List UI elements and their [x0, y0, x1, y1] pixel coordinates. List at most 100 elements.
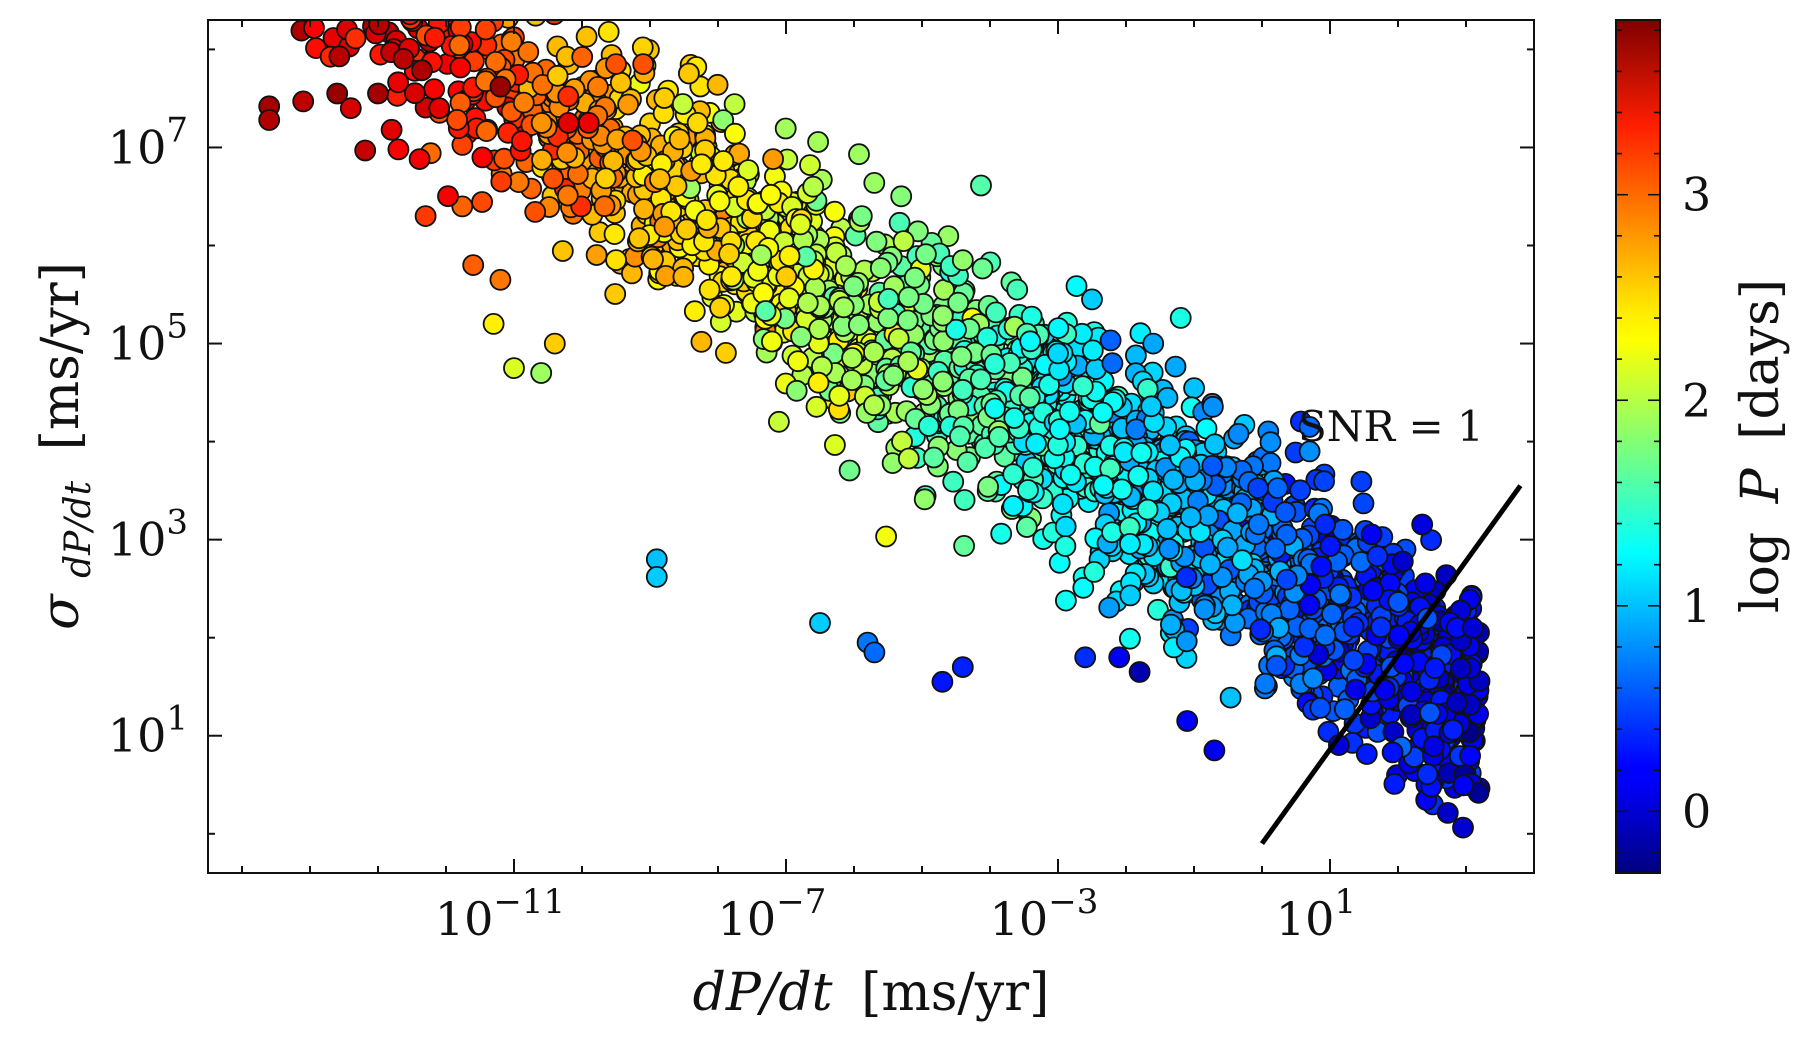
data-point: [525, 20, 546, 27]
data-point: [869, 257, 892, 280]
data-point: [917, 415, 940, 437]
plot-frame: [207, 19, 1535, 874]
data-point: [970, 368, 992, 391]
data-point: [1201, 454, 1224, 477]
y-axis-label-sub: dP/dt: [58, 480, 99, 577]
data-point: [1015, 516, 1038, 538]
data-point: [1442, 718, 1464, 741]
data-point: [542, 167, 564, 190]
data-point: [848, 143, 870, 166]
data-point: [668, 128, 691, 151]
data-point: [1203, 739, 1226, 762]
data-point: [316, 20, 324, 21]
data-point: [653, 87, 676, 109]
data-point: [882, 364, 905, 387]
data-point: [1231, 549, 1253, 572]
data-point: [970, 174, 992, 197]
data-point: [605, 249, 627, 272]
data-point: [1422, 735, 1445, 758]
data-point: [571, 46, 594, 68]
data-point: [340, 0, 360, 10]
data-point: [367, 82, 389, 105]
data-point: [1383, 773, 1406, 795]
data-point: [1002, 494, 1025, 517]
data-point: [1452, 774, 1475, 797]
data-point: [317, 0, 337, 16]
data-point: [512, 91, 535, 114]
data-point: [1175, 566, 1198, 589]
data-point: [863, 641, 886, 664]
data-point: [1127, 465, 1150, 487]
data-point: [1227, 422, 1250, 445]
data-point: [449, 56, 472, 79]
data-point: [903, 266, 926, 289]
data-point: [708, 190, 731, 213]
data-point: [1366, 545, 1389, 568]
data-point: [377, 0, 397, 15]
data-point: [428, 97, 451, 120]
data-point: [796, 292, 819, 314]
data-point: [1342, 649, 1365, 672]
data-point: [1179, 506, 1202, 529]
data-point: [1313, 470, 1335, 493]
data-point: [1081, 288, 1103, 311]
data-point: [892, 230, 915, 253]
y-tick-label: 103: [108, 503, 188, 567]
data-point: [1202, 395, 1224, 418]
data-point: [863, 171, 886, 194]
data-point: [1445, 691, 1468, 714]
data-point: [678, 62, 700, 85]
data-point: [1072, 576, 1095, 599]
data-point: [1081, 339, 1104, 362]
data-point: [1006, 278, 1029, 301]
data-point: [841, 347, 863, 369]
data-point: [290, 0, 310, 19]
data-point: [1333, 698, 1356, 721]
data-point: [1130, 442, 1153, 464]
data-point: [951, 378, 974, 401]
data-point: [593, 195, 616, 218]
data-point: [1193, 598, 1216, 621]
data-point: [1175, 630, 1198, 653]
data-point: [412, 0, 432, 7]
data-point: [723, 93, 746, 115]
data-point: [983, 352, 1006, 375]
data-point: [557, 85, 580, 108]
data-point: [690, 330, 713, 353]
data-point: [737, 159, 760, 182]
data-point: [807, 131, 829, 153]
snr-reference-line: [1259, 484, 1523, 846]
data-point: [326, 82, 349, 105]
data-point: [1119, 533, 1141, 555]
data-point: [1352, 492, 1375, 515]
data-point: [1298, 415, 1321, 438]
data-point: [628, 227, 650, 250]
data-point: [1147, 598, 1169, 621]
data-point: [546, 64, 569, 87]
data-point: [789, 213, 812, 236]
data-point: [1314, 513, 1336, 536]
y-axis-label-sigma: σ: [31, 593, 91, 630]
data-point: [750, 244, 773, 267]
data-point: [402, 0, 422, 14]
data-point: [605, 53, 627, 75]
data-point: [1101, 521, 1123, 544]
data-point: [759, 183, 782, 206]
data-point: [1128, 661, 1151, 683]
data-point: [1110, 478, 1133, 501]
data-point: [414, 205, 437, 228]
data-point: [403, 82, 426, 105]
data-point: [922, 446, 945, 469]
y-axis-ticks: 101 103 105 107: [108, 48, 1534, 835]
data-point: [1017, 479, 1039, 501]
data-point: [724, 122, 746, 145]
data-point: [326, 0, 346, 14]
data-point: [1309, 697, 1332, 719]
data-point: [672, 265, 695, 288]
data-point: [408, 148, 431, 171]
y-tick-label: 101: [108, 699, 188, 763]
x-tick-label: 10−3: [990, 882, 1099, 946]
data-point: [1387, 591, 1410, 613]
x-tick-label: 101: [1276, 882, 1356, 946]
data-point: [690, 153, 713, 176]
